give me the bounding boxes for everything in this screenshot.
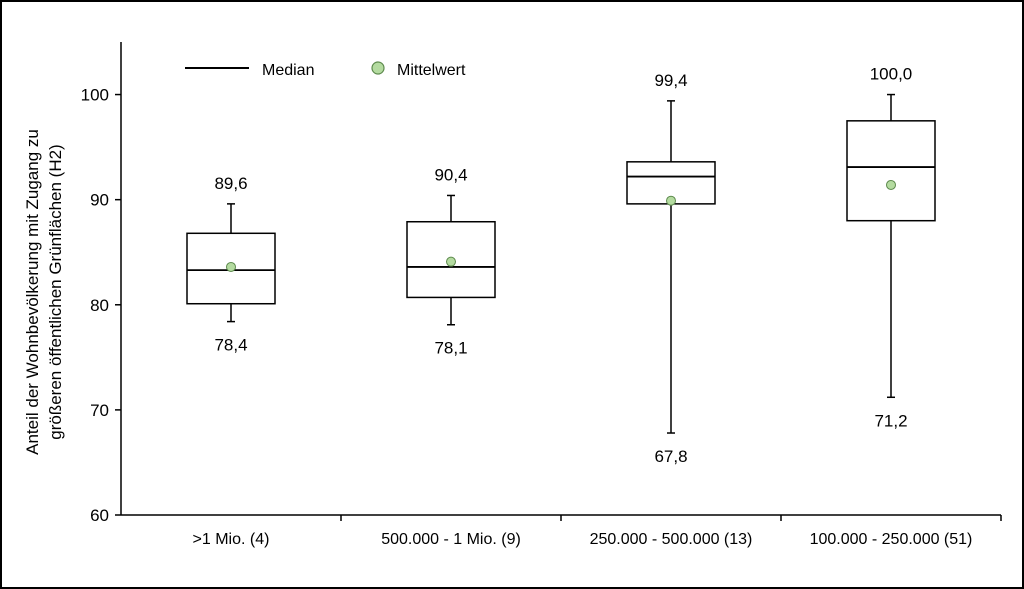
plot-area: 89,6 78,4 90,4 78,1 99,4 67,8 100,0 71,2 bbox=[186, 65, 936, 466]
y-tick-label: 90 bbox=[90, 191, 109, 210]
min-value-label: 71,2 bbox=[874, 411, 907, 430]
box-group: 90,4 78,1 bbox=[406, 165, 496, 358]
y-axis-label-line-1: Anteil der Wohnbevölkerung mit Zugang zu bbox=[23, 129, 42, 455]
mean-marker bbox=[226, 261, 236, 272]
y-axis-label: Anteil der Wohnbevölkerung mit Zugang zu… bbox=[23, 129, 65, 455]
x-category-label: >1 Mio. (4) bbox=[193, 531, 270, 548]
y-tick-label: 100 bbox=[81, 86, 109, 105]
mean-marker bbox=[446, 256, 456, 267]
legend: Median Mittelwert bbox=[185, 61, 466, 79]
min-value-label: 78,4 bbox=[214, 336, 247, 355]
max-value-label: 89,6 bbox=[214, 174, 247, 193]
box-group: 99,4 67,8 bbox=[626, 71, 716, 466]
legend-mean-label: Mittelwert bbox=[397, 62, 466, 79]
max-value-label: 90,4 bbox=[434, 165, 467, 184]
y-tick-label: 70 bbox=[90, 401, 109, 420]
legend-median-label: Median bbox=[262, 62, 314, 79]
box-group: 89,6 78,4 bbox=[186, 174, 276, 355]
mean-marker bbox=[886, 179, 896, 190]
x-category-label: 100.000 - 250.000 (51) bbox=[810, 531, 973, 548]
x-category-label: 250.000 - 500.000 (13) bbox=[590, 531, 753, 548]
box-group: 100,0 71,2 bbox=[846, 65, 936, 430]
y-tick-label: 80 bbox=[90, 296, 109, 315]
max-value-label: 100,0 bbox=[870, 65, 913, 84]
y-axis-label-line-2: größeren öffentlichen Grünflächen (H2) bbox=[46, 144, 65, 439]
max-value-label: 99,4 bbox=[654, 71, 687, 90]
y-tick-label: 60 bbox=[90, 506, 109, 525]
legend-mean-marker bbox=[371, 61, 385, 75]
box-iqr bbox=[846, 120, 936, 222]
mean-marker bbox=[666, 195, 676, 206]
min-value-label: 67,8 bbox=[654, 447, 687, 466]
min-value-label: 78,1 bbox=[434, 339, 467, 358]
axes: 60 70 80 90 100 >1 Mio. (4) 500.000 - 1 Mio. (… bbox=[81, 42, 1002, 548]
x-category-label: 500.000 - 1 Mio. (9) bbox=[381, 531, 521, 548]
